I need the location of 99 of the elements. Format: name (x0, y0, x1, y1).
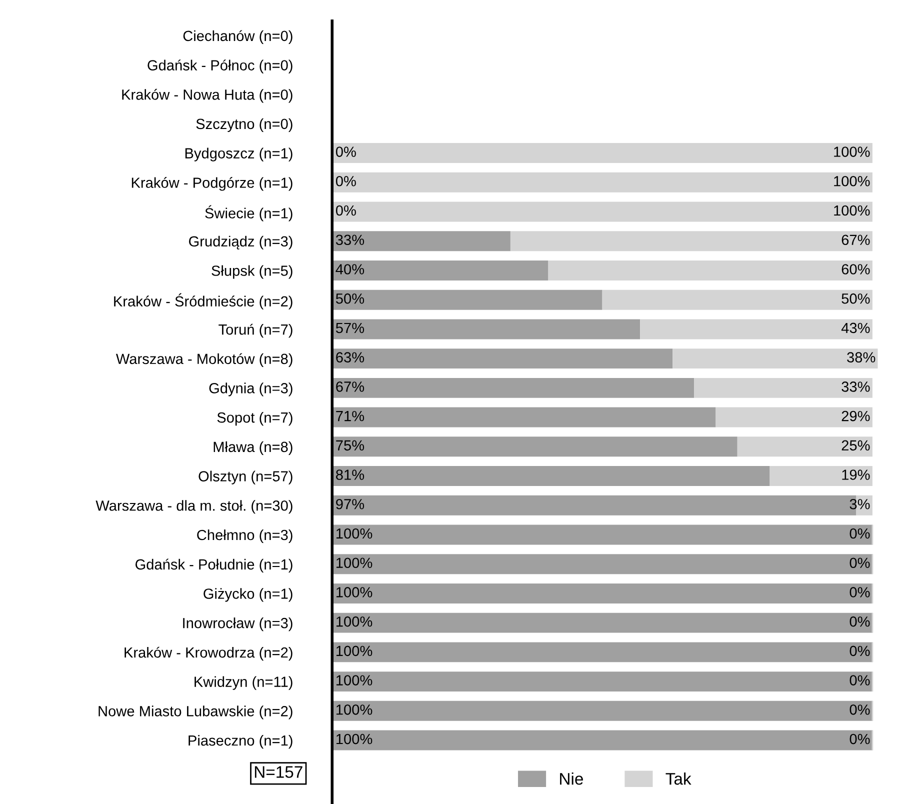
y-tick-label: Kraków - Nowa Huta (n=0) (122, 88, 292, 103)
bar (332, 672, 872, 692)
data-label: 100% (336, 675, 372, 686)
y-tick-label: Bydgoszcz (n=1) (185, 148, 292, 162)
y-tick-label: Mława (n=8) (214, 441, 292, 455)
y-tick-label: Grudziądz (n=3) (189, 236, 292, 250)
bar (332, 436, 738, 457)
data-label: 38% (847, 352, 876, 362)
y-tick-label: Kraków - Krowodrza (n=2) (124, 646, 292, 661)
data-label: 0% (850, 587, 870, 598)
y-tick-label: Nowe Miasto Lubawskie (n=2) (98, 706, 292, 720)
legend-label: Nie (560, 772, 583, 785)
y-tick-label: Gdańsk - Północ (n=0) (148, 60, 292, 74)
data-label: 100% (336, 528, 372, 539)
data-label: 60% (842, 264, 870, 274)
data-label: 50% (842, 293, 870, 304)
data-label: 25% (842, 440, 870, 451)
data-label: 100% (834, 176, 870, 186)
data-label: 0% (336, 205, 356, 216)
bar (332, 642, 872, 662)
bar (332, 260, 548, 280)
y-tick-label: Kraków - Śródmieście (n=2) (114, 293, 292, 310)
bar (332, 202, 872, 222)
bar (332, 172, 872, 192)
y-tick-label: Słupsk (n=5) (212, 265, 292, 279)
bar (332, 348, 673, 369)
bar (332, 612, 872, 633)
bar (332, 319, 640, 340)
y-tick-label: Piaseczno (n=1) (188, 734, 292, 749)
data-label: 3% (850, 498, 870, 510)
bar (332, 407, 716, 428)
data-label: 75% (336, 440, 364, 451)
data-label: 100% (336, 558, 372, 568)
data-label: 100% (336, 704, 372, 715)
data-label: 100% (336, 616, 372, 627)
data-label: 0% (850, 704, 870, 715)
bar (332, 524, 872, 545)
y-tick-label: Chełmno (n=3) (197, 529, 292, 544)
data-label: 0% (850, 528, 870, 539)
bar (332, 554, 872, 574)
data-label: 0% (850, 734, 870, 744)
data-label: 29% (842, 410, 870, 422)
data-label: 43% (841, 322, 870, 334)
data-label: 71% (336, 410, 364, 422)
data-label: 0% (850, 646, 870, 656)
data-label: 33% (336, 234, 364, 246)
data-label: 67% (336, 382, 364, 392)
bar (332, 378, 694, 398)
bar (332, 730, 872, 750)
text: N=157 (254, 766, 302, 778)
y-tick-label: Gdynia (n=3) (209, 382, 292, 396)
data-label: 63% (336, 352, 364, 362)
bar (737, 436, 872, 457)
bar (770, 466, 872, 486)
data-label: 0% (850, 558, 870, 568)
bar (332, 700, 872, 721)
data-label: 50% (336, 293, 364, 304)
y-tick-label: Giżycko (n=1) (204, 588, 292, 602)
data-label: 81% (336, 470, 364, 480)
bar (716, 407, 872, 428)
data-label: 19% (842, 470, 870, 480)
data-label: 100% (336, 646, 372, 656)
data-label: 100% (834, 205, 870, 216)
y-tick-label: Kraków - Podgórze (n=1) (132, 177, 292, 191)
data-label: 0% (336, 146, 356, 157)
y-tick-label: Gdańsk - Południe (n=1) (136, 558, 292, 572)
data-label: 100% (336, 587, 372, 598)
bar (548, 260, 872, 280)
data-label: 0% (850, 616, 870, 627)
data-label: 0% (850, 675, 870, 686)
data-label: 67% (842, 234, 870, 246)
y-tick-label: Olsztyn (n=57) (198, 470, 292, 484)
y-tick-label: Warszawa - dla m. stoł. (n=30) (96, 500, 292, 514)
bar (332, 231, 510, 252)
y-tick-label: Szczytno (n=0) (196, 118, 292, 132)
data-label: 57% (336, 322, 364, 334)
legend-label: Tak (666, 772, 692, 785)
bar (672, 348, 878, 369)
data-label: 100% (834, 146, 870, 157)
bar (510, 231, 872, 252)
data-label: 97% (336, 498, 364, 510)
y-tick-label: Warszawa - Mokotów (n=8) (116, 353, 292, 367)
bar (332, 143, 872, 164)
bar (602, 290, 872, 310)
y-tick-label: Ciechanów (n=0) (183, 30, 292, 44)
y-tick-label: Sopot (n=7) (217, 412, 292, 426)
y-tick-label: Kwidzyn (n=11) (194, 676, 292, 690)
y-tick-label: Świecie (n=1) (205, 205, 292, 222)
data-label: 100% (336, 734, 372, 744)
data-label: 33% (842, 382, 870, 392)
bar (332, 583, 872, 604)
bar (694, 378, 872, 398)
y-tick-label: Inowrocław (n=3) (183, 618, 292, 632)
bar (332, 466, 770, 486)
bar (640, 319, 872, 340)
data-label: 40% (336, 264, 364, 274)
y-tick-label: Toruń (n=7) (218, 324, 292, 338)
bar (332, 290, 602, 310)
data-label: 0% (336, 176, 356, 186)
